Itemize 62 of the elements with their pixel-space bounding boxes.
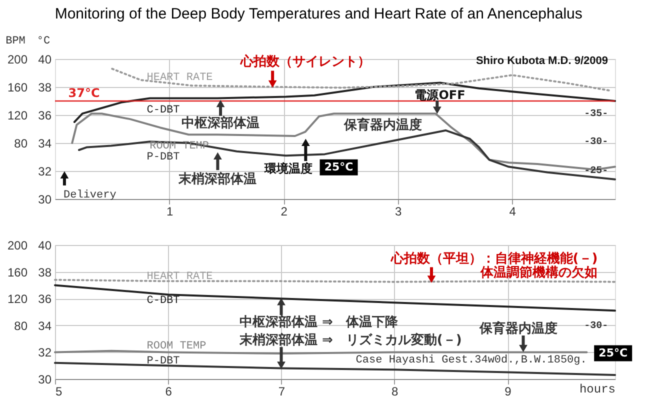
ref-line-label: 37°C (68, 86, 100, 100)
y-tick-label: 36 (38, 108, 52, 122)
annotation: 電源OFF (414, 88, 466, 102)
y2-tick-label: 80 (14, 136, 28, 150)
x-tick-label: 2 (280, 204, 288, 218)
y-tick-label: 32 (38, 346, 52, 360)
series-label: HEART RATE (146, 271, 214, 284)
annotation: Delivery (64, 189, 117, 202)
annotation: 中枢深部体温 ⇒ 体温下降 (239, 314, 399, 330)
annotation: -30- (584, 320, 608, 332)
y2-tick-label: 200 (7, 52, 28, 66)
y2-tick-label: 160 (7, 80, 28, 94)
x-axis-title: hours (579, 382, 616, 396)
annotation: 心拍数（平坦）：自律神経機能(－) (390, 250, 598, 266)
annotation: 保育器内温度 (478, 320, 558, 336)
x-tick-label: 1 (166, 204, 174, 218)
annotation: 保育器内温度 (343, 116, 422, 133)
x-tick-label: 8 (392, 384, 399, 398)
annotation: 中枢深部体温 (182, 115, 260, 132)
series-label: P-DBT (146, 355, 180, 368)
y-tick-label: 40 (38, 238, 52, 252)
series-label: C-DBT (146, 295, 180, 308)
y-tick-label: 30 (38, 372, 52, 386)
y2-tick-label: 120 (7, 292, 28, 306)
series-label: P-DBT (146, 152, 180, 164)
annotation: 末梢深部体温 (178, 171, 257, 188)
annotation: 25°C (598, 346, 628, 360)
chart-title: Monitoring of the Deep Body Temperatures and Heart Rate of an Anencephalus (54, 6, 582, 22)
y-tick-label: 34 (38, 136, 52, 150)
annotation: -30- (584, 137, 608, 148)
annotation: -25- (584, 166, 608, 178)
annotation: 体温調節機構の欠如 (480, 264, 598, 281)
x-tick-label: 6 (165, 384, 172, 398)
x-tick-label: 5 (56, 384, 62, 398)
y2-axis-title: BPM (6, 36, 26, 48)
y-tick-label: 32 (38, 164, 52, 178)
y2-tick-label: 200 (7, 238, 28, 252)
y-tick-label: 38 (38, 265, 52, 280)
annotation: 末梢深部体温 ⇒ リズミカル変動(－) (238, 332, 462, 348)
y-tick-label: 30 (38, 192, 52, 206)
x-tick-label: 9 (504, 384, 512, 398)
y-axis-title: °C (36, 36, 50, 48)
series-label: C-DBT (146, 104, 180, 117)
y-tick-label: 40 (38, 52, 52, 66)
y-tick-label: 34 (38, 318, 52, 333)
y-tick-label: 36 (38, 292, 52, 306)
y2-tick-label: 160 (7, 265, 28, 280)
x-tick-label: 4 (509, 204, 516, 218)
line-series (54, 284, 616, 312)
annotation: 心拍数（サイレント） (240, 54, 371, 70)
annotation: -35- (584, 109, 608, 120)
annotation: Case Hayashi Gest.34w0d.,B.W.1850g. (356, 354, 587, 366)
x-tick-label: 3 (395, 204, 402, 218)
annotation: Shiro Kubota M.D. 9/2009 (476, 54, 608, 67)
series-label: ROOM TEMP (146, 340, 207, 352)
y2-tick-label: 120 (7, 108, 28, 122)
x-tick-label: 7 (278, 384, 286, 398)
series-label: HEART RATE (146, 72, 214, 84)
y2-tick-label: 80 (14, 318, 28, 333)
y-tick-label: 38 (38, 80, 52, 94)
annotation: 25°C (324, 160, 354, 174)
annotation: 環境温度 (264, 161, 313, 176)
